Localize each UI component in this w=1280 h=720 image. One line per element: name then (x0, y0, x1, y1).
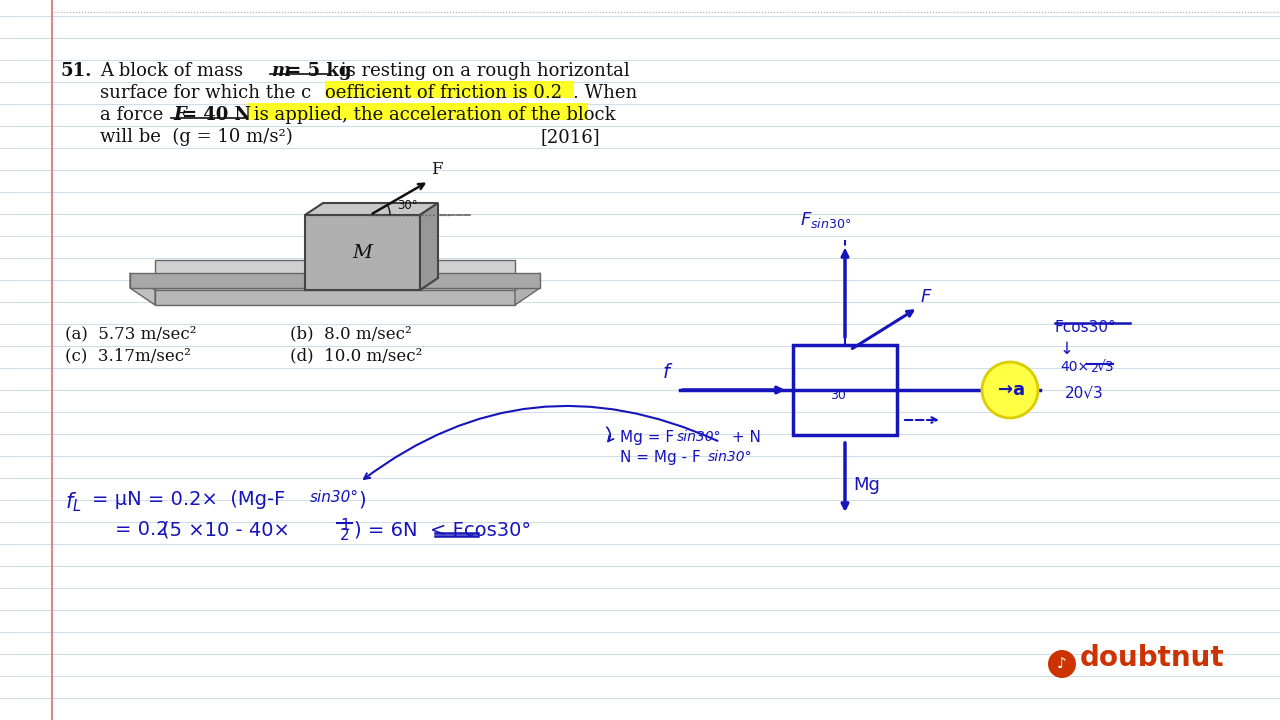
Text: sin30°: sin30° (677, 430, 722, 444)
Text: = μN = 0.2×  (Mg-F: = μN = 0.2× (Mg-F (92, 490, 285, 509)
Text: (c)  3.17m/sec²: (c) 3.17m/sec² (65, 347, 191, 364)
Text: $f_L$: $f_L$ (65, 490, 82, 513)
Text: →a: →a (998, 381, 1025, 399)
Text: (5 ×10 - 40×: (5 ×10 - 40× (163, 520, 289, 539)
Text: oefficient of friction is 0.2: oefficient of friction is 0.2 (325, 84, 562, 102)
Text: [2016]: [2016] (540, 128, 599, 146)
Text: N = Mg - F: N = Mg - F (620, 450, 700, 465)
Text: 2: 2 (340, 528, 349, 543)
Circle shape (1048, 650, 1076, 678)
Text: 1: 1 (340, 518, 349, 533)
Text: M: M (352, 244, 372, 262)
Text: ♪: ♪ (1057, 657, 1066, 672)
Text: = 5 kg: = 5 kg (280, 62, 352, 80)
Text: ↓: ↓ (1060, 340, 1074, 358)
Text: Mg = F: Mg = F (620, 430, 675, 445)
Text: is applied, the acceleration of the block: is applied, the acceleration of the bloc… (248, 106, 616, 124)
Text: 30: 30 (829, 389, 846, 402)
Text: F: F (431, 161, 443, 178)
Text: (d)  10.0 m/sec²: (d) 10.0 m/sec² (291, 347, 422, 364)
Text: 40×: 40× (1060, 360, 1089, 374)
Polygon shape (155, 290, 515, 305)
Text: will be  (g = 10 m/s²): will be (g = 10 m/s²) (100, 128, 293, 146)
Circle shape (982, 362, 1038, 418)
Polygon shape (131, 273, 540, 288)
Polygon shape (305, 203, 438, 215)
Text: surface for which the c: surface for which the c (100, 84, 311, 102)
Polygon shape (155, 260, 515, 290)
Text: F: F (173, 106, 186, 124)
Text: ) = 6N  < Fcos30°: ) = 6N < Fcos30° (355, 520, 531, 539)
Bar (794, 345, 897, 435)
Text: doubtnut: doubtnut (1080, 644, 1225, 672)
Text: (b)  8.0 m/sec²: (b) 8.0 m/sec² (291, 325, 412, 342)
Text: sin30°: sin30° (310, 490, 358, 505)
Text: (a)  5.73 m/sec²: (a) 5.73 m/sec² (65, 325, 196, 342)
Text: Mg: Mg (852, 476, 879, 494)
Text: F: F (920, 287, 932, 305)
Text: a force: a force (100, 106, 169, 124)
Text: sin30°: sin30° (708, 450, 753, 464)
Text: is resting on a rough horizontal: is resting on a rough horizontal (335, 62, 630, 80)
Text: 30°: 30° (397, 199, 417, 212)
Text: 20√3: 20√3 (1065, 385, 1103, 400)
Text: ): ) (358, 490, 366, 509)
Polygon shape (131, 273, 155, 305)
Text: $F_{sin30°}$: $F_{sin30°}$ (800, 210, 851, 230)
Text: = 0.2: = 0.2 (115, 520, 169, 539)
Text: m: m (273, 62, 291, 80)
Text: 51.: 51. (60, 62, 91, 80)
Text: = 40 N: = 40 N (182, 106, 251, 124)
Polygon shape (515, 273, 540, 305)
Bar (248, 103, 588, 120)
Text: . When: . When (573, 84, 637, 102)
Polygon shape (420, 203, 438, 290)
Text: f: f (663, 363, 669, 382)
Polygon shape (305, 215, 420, 290)
Bar (325, 81, 573, 98)
Text: √3: √3 (1097, 360, 1115, 374)
Text: + N: + N (727, 430, 760, 445)
Text: A block of mass: A block of mass (100, 62, 248, 80)
Text: Fcos30°: Fcos30° (1055, 320, 1116, 335)
Text: 2: 2 (1091, 362, 1098, 375)
